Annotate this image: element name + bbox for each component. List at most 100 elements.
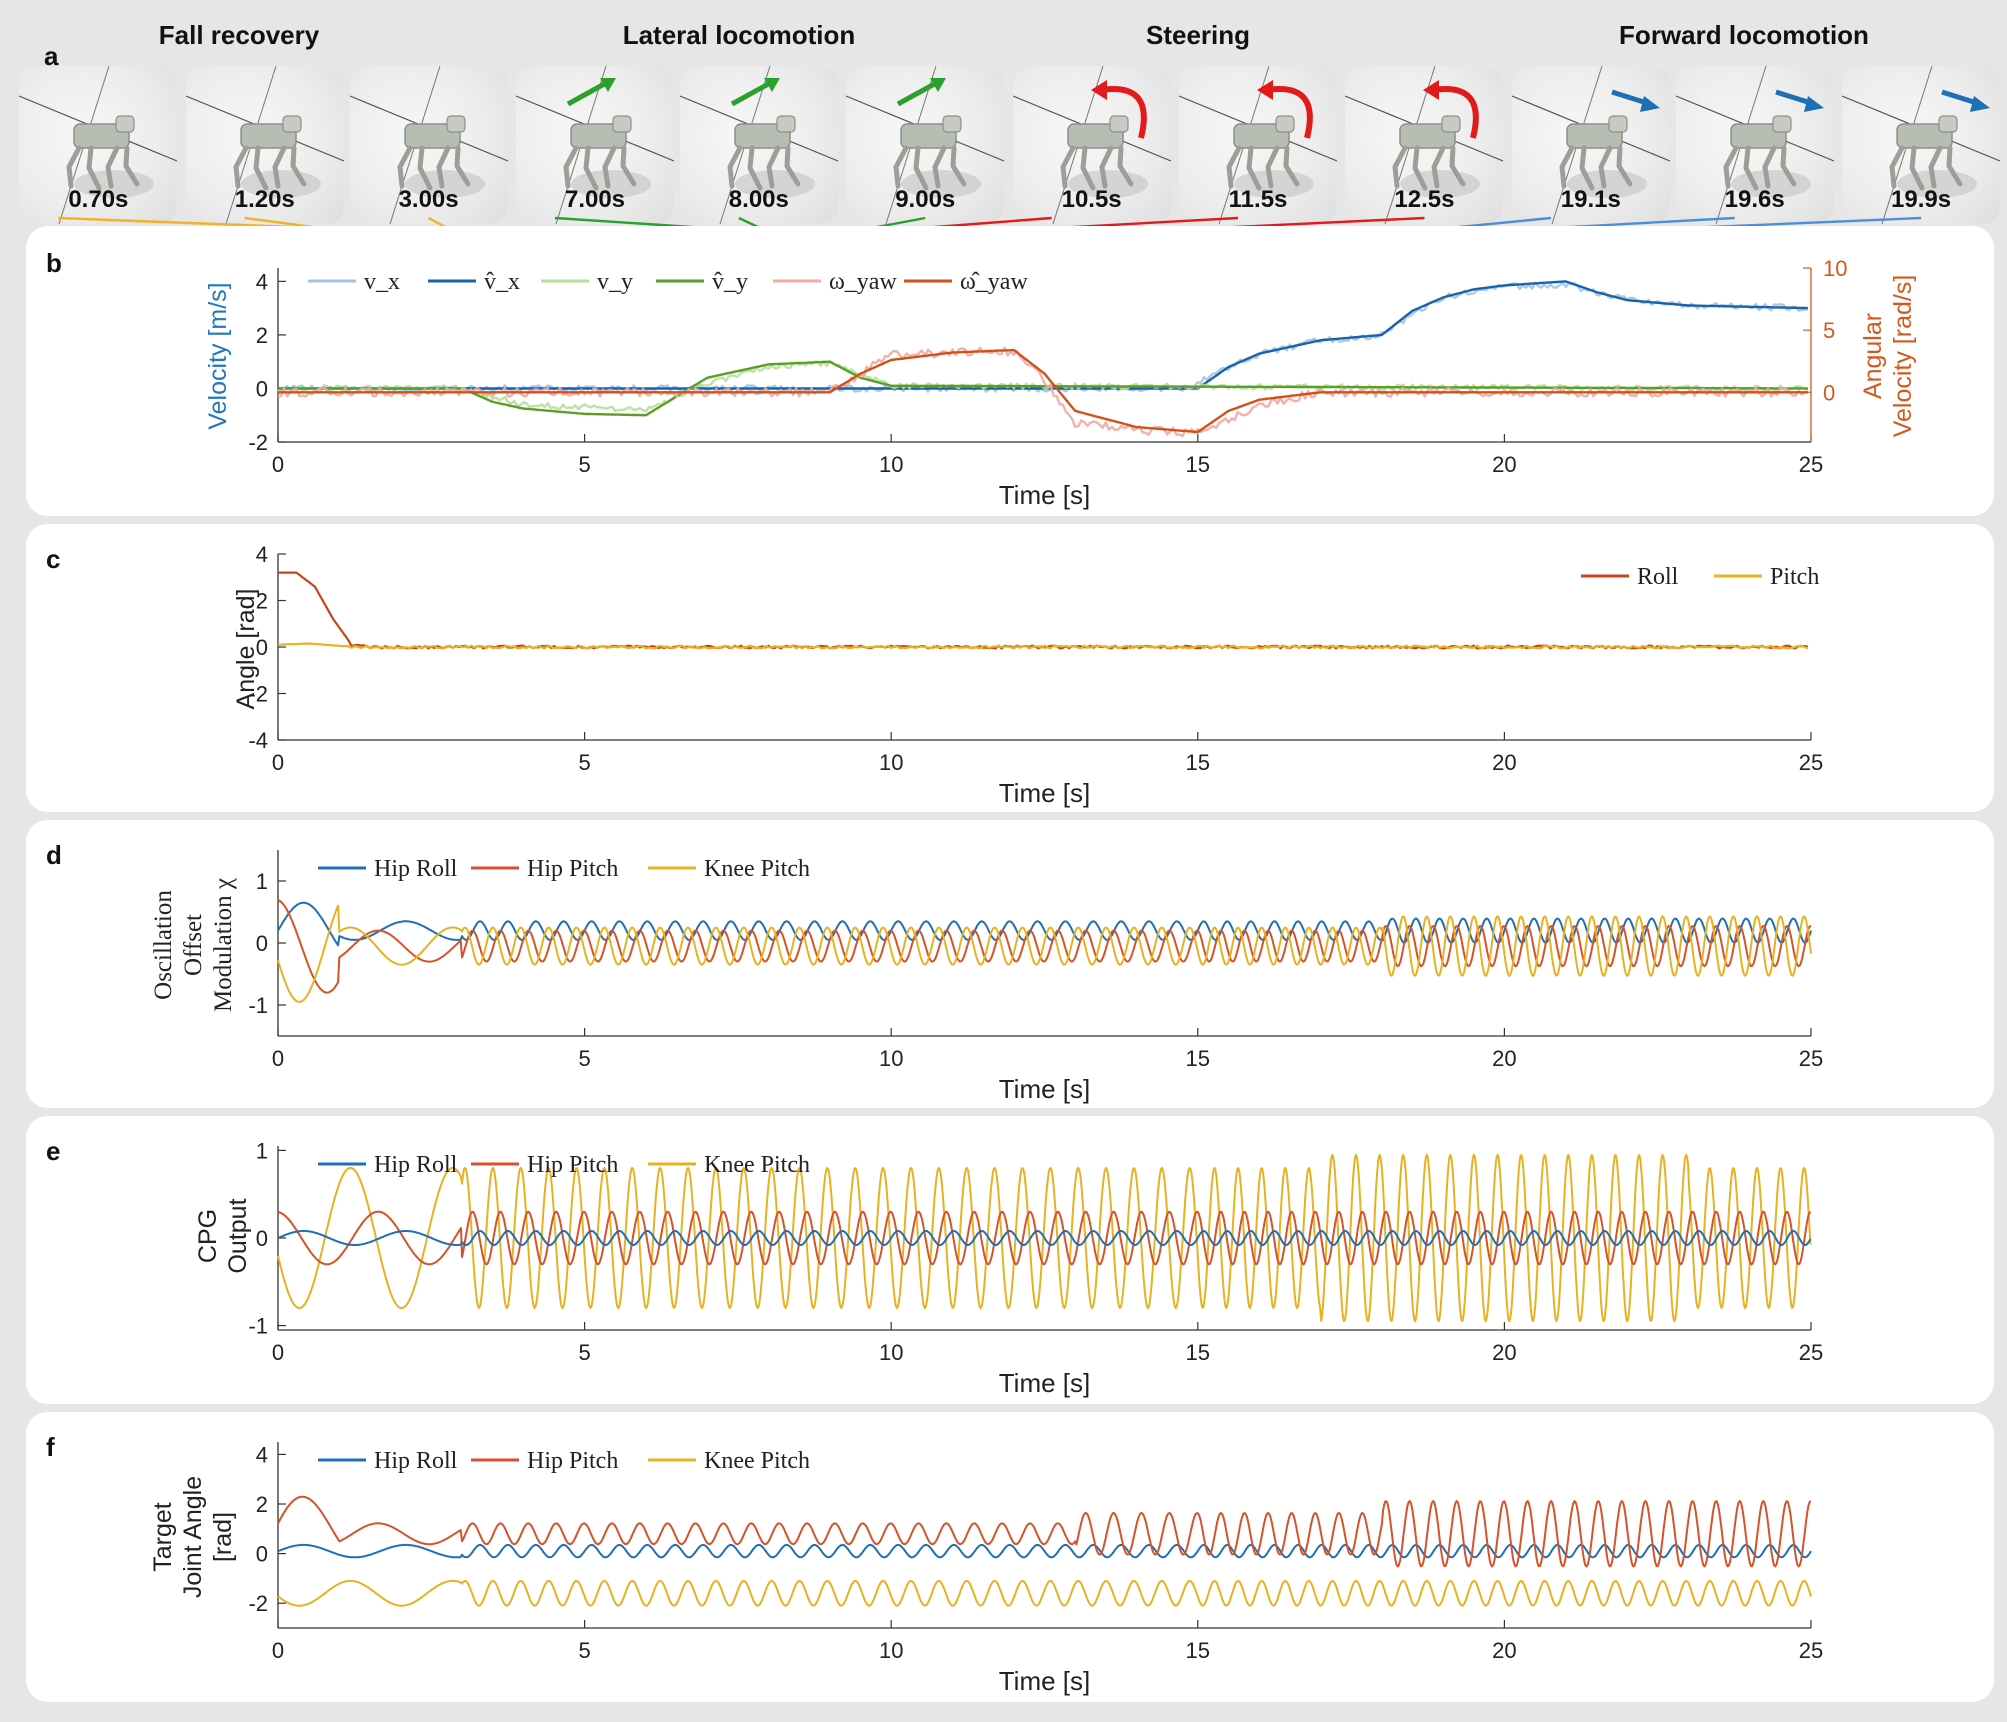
snapshot-time-label: 8.00s <box>728 186 789 213</box>
x-axis-label: Time [s] <box>999 480 1090 510</box>
forward-arrowhead-icon <box>1970 96 1991 112</box>
robot-snapshot-graphic <box>1842 66 2001 224</box>
robot-leg <box>932 145 947 189</box>
group-title-steering: Steering <box>1145 20 1251 50</box>
robot-head <box>942 115 962 133</box>
robot-leg <box>1762 145 1777 189</box>
snapshot-time-label: 10.5s <box>1061 186 1122 213</box>
robot-leg <box>1579 145 1595 191</box>
legend-f-1-label: Hip Pitch <box>527 1448 618 1474</box>
robot-body <box>734 123 791 149</box>
robot-body <box>1566 123 1623 149</box>
robot-leg <box>766 145 781 189</box>
snapshot-0: 0.70s <box>19 66 178 224</box>
x-tick-label: 20 <box>1492 1638 1516 1663</box>
robot-leg <box>602 145 617 189</box>
robot-head <box>1772 115 1792 133</box>
y2-tick-label: 0 <box>1823 380 1835 405</box>
series-line-0 <box>278 571 1809 650</box>
robot-leg <box>1283 145 1300 187</box>
y-tick-label: 4 <box>256 542 268 567</box>
robot-snapshot-graphic <box>19 66 178 224</box>
legend-b-3-label: v̂_y <box>712 269 748 295</box>
legend-e-2-label: Knee Pitch <box>704 1152 810 1178</box>
robot-head <box>1608 115 1628 133</box>
y-axis-label: Angle [rad] <box>232 589 260 710</box>
robot-leg <box>1226 145 1242 189</box>
robot-leg <box>1060 145 1076 189</box>
robot-leg <box>1080 145 1096 191</box>
x-tick-label: 20 <box>1492 750 1516 775</box>
x-tick-label: 5 <box>578 1046 590 1071</box>
x-tick-label: 15 <box>1186 1340 1210 1365</box>
robot-body <box>1233 123 1290 149</box>
x-tick-label: 5 <box>578 1638 590 1663</box>
group-title-forward-locomotion: Forward locomotion <box>1619 20 1869 50</box>
robot-leg <box>1117 145 1134 187</box>
x-tick-label: 15 <box>1186 452 1210 477</box>
x-tick-label: 0 <box>272 1340 284 1365</box>
robot-leg <box>123 145 140 187</box>
robot-head <box>776 115 796 133</box>
y-tick-label: 1 <box>256 869 268 894</box>
robot-leg <box>583 145 599 191</box>
series-line-2 <box>277 1153 1812 1323</box>
robot-leg <box>436 145 451 189</box>
robot-leg <box>417 145 433 191</box>
y-tick-label: 0 <box>256 1226 268 1251</box>
snapshot-1: 1.20s <box>185 66 344 224</box>
robot-leg <box>1559 145 1575 189</box>
y-axis-label: Oscillation <box>150 890 177 1000</box>
robot-head <box>115 115 135 133</box>
robot-leg <box>1889 145 1905 189</box>
snapshot-2: 3.00s <box>349 66 508 224</box>
robot-leg <box>454 145 471 187</box>
y-tick-label: -1 <box>248 993 268 1018</box>
x-tick-label: 0 <box>272 1638 284 1663</box>
robot-leg <box>1392 145 1408 189</box>
y2-tick-label: 5 <box>1823 318 1835 343</box>
robot-leg <box>290 145 307 187</box>
robot-snapshot-graphic <box>349 66 508 224</box>
x-tick-label: 15 <box>1186 1638 1210 1663</box>
y-tick-label: -2 <box>248 1591 268 1616</box>
robot-body <box>900 123 957 149</box>
x-tick-label: 20 <box>1492 1046 1516 1071</box>
legend-b-0-label: v_x <box>364 269 400 295</box>
panel-label-e: e <box>46 1136 61 1166</box>
robot-body <box>403 123 461 149</box>
robot-leg <box>1743 145 1759 191</box>
robot-leg <box>397 145 413 189</box>
steering-arrow-icon <box>1266 86 1313 139</box>
x-tick-label: 15 <box>1186 750 1210 775</box>
snapshot-time-label: 19.6s <box>1724 186 1785 213</box>
chart-c-orientation: 0 5 10 15 20 25 -4 -2 0 2 4 Time [s] Angle [rad] Roll… <box>232 542 1823 808</box>
y-tick-label: 2 <box>256 1492 268 1517</box>
x-axis-label: Time [s] <box>999 1074 1090 1104</box>
robot-head <box>612 115 632 133</box>
robot-snapshot-graphic <box>846 66 1005 224</box>
x-tick-label: 10 <box>879 1638 903 1663</box>
panel-label-c: c <box>46 544 61 574</box>
legend-c-roll-label: Roll <box>1637 564 1679 590</box>
y-tick-label: 0 <box>256 1542 268 1567</box>
forward-arrowhead-icon <box>1639 96 1660 112</box>
y-tick-label: -2 <box>248 682 268 707</box>
robot-body <box>1399 123 1457 149</box>
x-tick-label: 0 <box>272 1046 284 1071</box>
robot-snapshot-graphic <box>1179 66 1338 224</box>
robot-leg <box>893 145 909 189</box>
legend-d-1-label: Hip Pitch <box>527 856 618 882</box>
legend-b-1-label: v̂_x <box>484 269 520 295</box>
series-line-2 <box>277 1579 1812 1607</box>
panel-label-a: a <box>44 41 59 71</box>
legend-c-pitch-label: Pitch <box>1770 564 1819 590</box>
y-tick-label: 4 <box>256 269 268 294</box>
robot-leg <box>1431 145 1446 189</box>
y-tick-label: 0 <box>256 376 268 401</box>
robot-leg <box>1616 145 1633 187</box>
y-axis-label: Velocity [rad/s] <box>1889 275 1917 438</box>
y-tick-label: 4 <box>256 1442 268 1467</box>
